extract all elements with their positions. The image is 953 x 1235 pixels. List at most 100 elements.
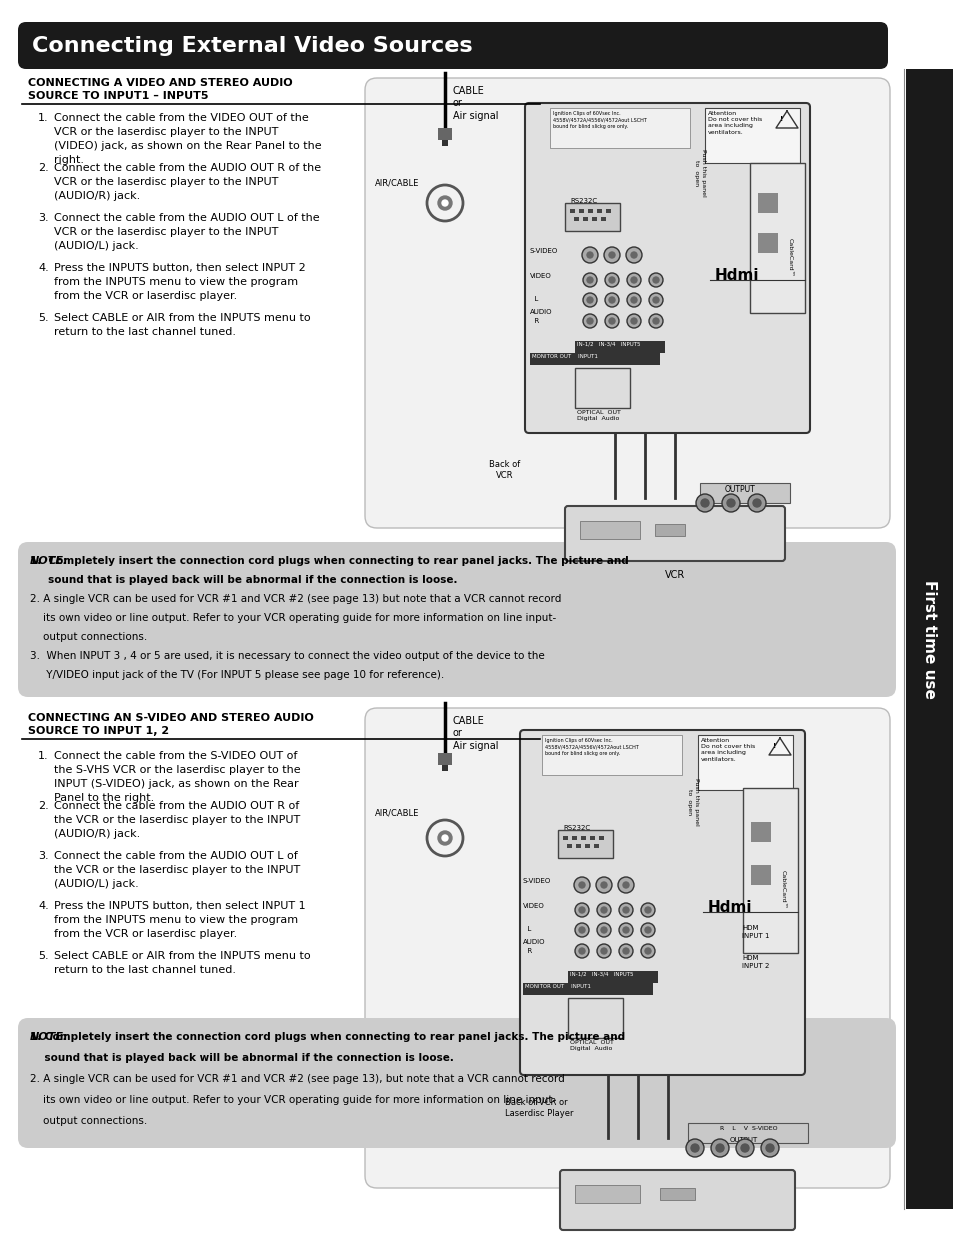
Text: R: R — [530, 317, 538, 324]
Circle shape — [648, 273, 662, 287]
FancyBboxPatch shape — [18, 1018, 895, 1149]
Circle shape — [618, 877, 634, 893]
Bar — [582, 217, 587, 221]
Text: Connect the cable from the AUDIO OUT R of the
VCR or the laserdisc player to the: Connect the cable from the AUDIO OUT R o… — [54, 163, 321, 201]
Bar — [558, 830, 613, 858]
Text: Ignition Clips of 60Vsec Inc.
4558V/4572A/4556V/4572Aout LSCHT
bound for blind s: Ignition Clips of 60Vsec Inc. 4558V/4572… — [544, 739, 639, 756]
Circle shape — [721, 494, 740, 513]
Circle shape — [626, 314, 640, 329]
Bar — [758, 193, 778, 212]
Text: Ignition Clips of 60Vsec Inc.
4558V/4572A/4556V/4572Aout LSCHT
bound for blind s: Ignition Clips of 60Vsec Inc. 4558V/4572… — [553, 111, 646, 130]
Circle shape — [600, 906, 606, 913]
Circle shape — [578, 948, 584, 953]
Circle shape — [618, 944, 633, 958]
Bar — [742, 788, 797, 953]
Circle shape — [696, 494, 713, 513]
Circle shape — [618, 903, 633, 918]
Bar — [704, 107, 800, 163]
Circle shape — [622, 948, 628, 953]
Text: VIDEO: VIDEO — [522, 903, 544, 909]
Circle shape — [604, 273, 618, 287]
Circle shape — [648, 293, 662, 308]
FancyBboxPatch shape — [564, 506, 784, 561]
Text: 1.  Completely insert the connection cord plugs when connecting to rear panel ja: 1. Completely insert the connection cord… — [30, 556, 628, 566]
Bar — [574, 217, 578, 221]
Circle shape — [652, 277, 659, 283]
Circle shape — [600, 882, 606, 888]
Bar — [575, 341, 664, 353]
Text: its own video or line output. Refer to your VCR operating guide for more informa: its own video or line output. Refer to y… — [30, 1095, 556, 1105]
Circle shape — [441, 835, 448, 841]
Circle shape — [644, 948, 650, 953]
Bar — [569, 209, 575, 212]
Text: 2.: 2. — [38, 802, 49, 811]
Text: OPTICAL  OUT
Digital  Audio: OPTICAL OUT Digital Audio — [577, 410, 620, 421]
Bar — [598, 836, 603, 840]
Bar — [592, 217, 597, 221]
Text: R: R — [522, 948, 532, 953]
Text: Connecting External Video Sources: Connecting External Video Sources — [32, 36, 472, 56]
Text: CONNECTING AN S-VIDEO AND STEREO AUDIO: CONNECTING AN S-VIDEO AND STEREO AUDIO — [28, 713, 314, 722]
Text: AUDIO: AUDIO — [530, 309, 552, 315]
Bar — [698, 735, 792, 790]
FancyBboxPatch shape — [18, 22, 887, 69]
Text: VIDEO: VIDEO — [530, 273, 551, 279]
Text: CableCard™: CableCard™ — [786, 238, 792, 277]
Text: 1.: 1. — [38, 751, 49, 761]
Circle shape — [640, 903, 655, 918]
Text: CableCard™: CableCard™ — [780, 869, 784, 909]
Circle shape — [652, 296, 659, 303]
Bar — [437, 753, 452, 764]
Text: Attention
Do not cover this
area including
ventilators.: Attention Do not cover this area includi… — [707, 111, 761, 135]
Circle shape — [622, 882, 628, 888]
Text: OPTICAL  OUT
Digital  Audio: OPTICAL OUT Digital Audio — [569, 1040, 613, 1051]
Text: NOTE:: NOTE: — [30, 556, 69, 566]
Circle shape — [575, 903, 588, 918]
Text: Connect the cable from the AUDIO OUT L of the
VCR or the laserdisc player to the: Connect the cable from the AUDIO OUT L o… — [54, 212, 319, 251]
Circle shape — [604, 293, 618, 308]
Bar — [749, 163, 804, 312]
Bar — [589, 836, 595, 840]
Circle shape — [586, 317, 593, 324]
Circle shape — [586, 296, 593, 303]
Text: HDM
INPUT 2: HDM INPUT 2 — [741, 955, 768, 968]
Text: Back of
VCR: Back of VCR — [489, 459, 520, 480]
Circle shape — [760, 1139, 779, 1157]
Bar — [567, 998, 622, 1037]
Text: First time use: First time use — [922, 579, 937, 699]
Circle shape — [630, 317, 637, 324]
Circle shape — [630, 296, 637, 303]
Circle shape — [752, 499, 760, 508]
Circle shape — [608, 252, 615, 258]
Text: 2. A single VCR can be used for VCR #1 and VCR #2 (see page 13) but note that a : 2. A single VCR can be used for VCR #1 a… — [30, 594, 560, 604]
Bar — [655, 524, 684, 536]
Circle shape — [596, 877, 612, 893]
Text: Press the INPUTS button, then select INPUT 2
from the INPUTS menu to view the pr: Press the INPUTS button, then select INP… — [54, 263, 305, 301]
Circle shape — [710, 1139, 728, 1157]
Bar — [750, 823, 770, 842]
Text: Hdmi: Hdmi — [707, 900, 752, 915]
Circle shape — [622, 906, 628, 913]
Circle shape — [747, 494, 765, 513]
Text: HDM
INPUT 1: HDM INPUT 1 — [741, 925, 769, 939]
Bar — [575, 368, 629, 408]
Text: L: L — [530, 296, 537, 303]
Bar — [659, 1188, 695, 1200]
Circle shape — [726, 499, 734, 508]
Circle shape — [685, 1139, 703, 1157]
Bar — [441, 140, 448, 146]
Text: Attention
Do not cover this
area including
ventilators.: Attention Do not cover this area includi… — [700, 739, 755, 762]
Circle shape — [622, 927, 628, 932]
Bar — [587, 209, 593, 212]
Circle shape — [578, 906, 584, 913]
Circle shape — [578, 882, 584, 888]
Text: 2. A single VCR can be used for VCR #1 and VCR #2 (see page 13), but note that a: 2. A single VCR can be used for VCR #1 a… — [30, 1074, 564, 1084]
Text: SOURCE TO INPUT 1, 2: SOURCE TO INPUT 1, 2 — [28, 726, 169, 736]
FancyBboxPatch shape — [365, 708, 889, 1188]
Text: 4.: 4. — [38, 263, 49, 273]
Text: !: ! — [780, 116, 782, 122]
Bar — [441, 764, 448, 771]
Circle shape — [630, 252, 637, 258]
Circle shape — [640, 944, 655, 958]
Text: its own video or line output. Refer to your VCR operating guide for more informa: its own video or line output. Refer to y… — [30, 613, 556, 622]
